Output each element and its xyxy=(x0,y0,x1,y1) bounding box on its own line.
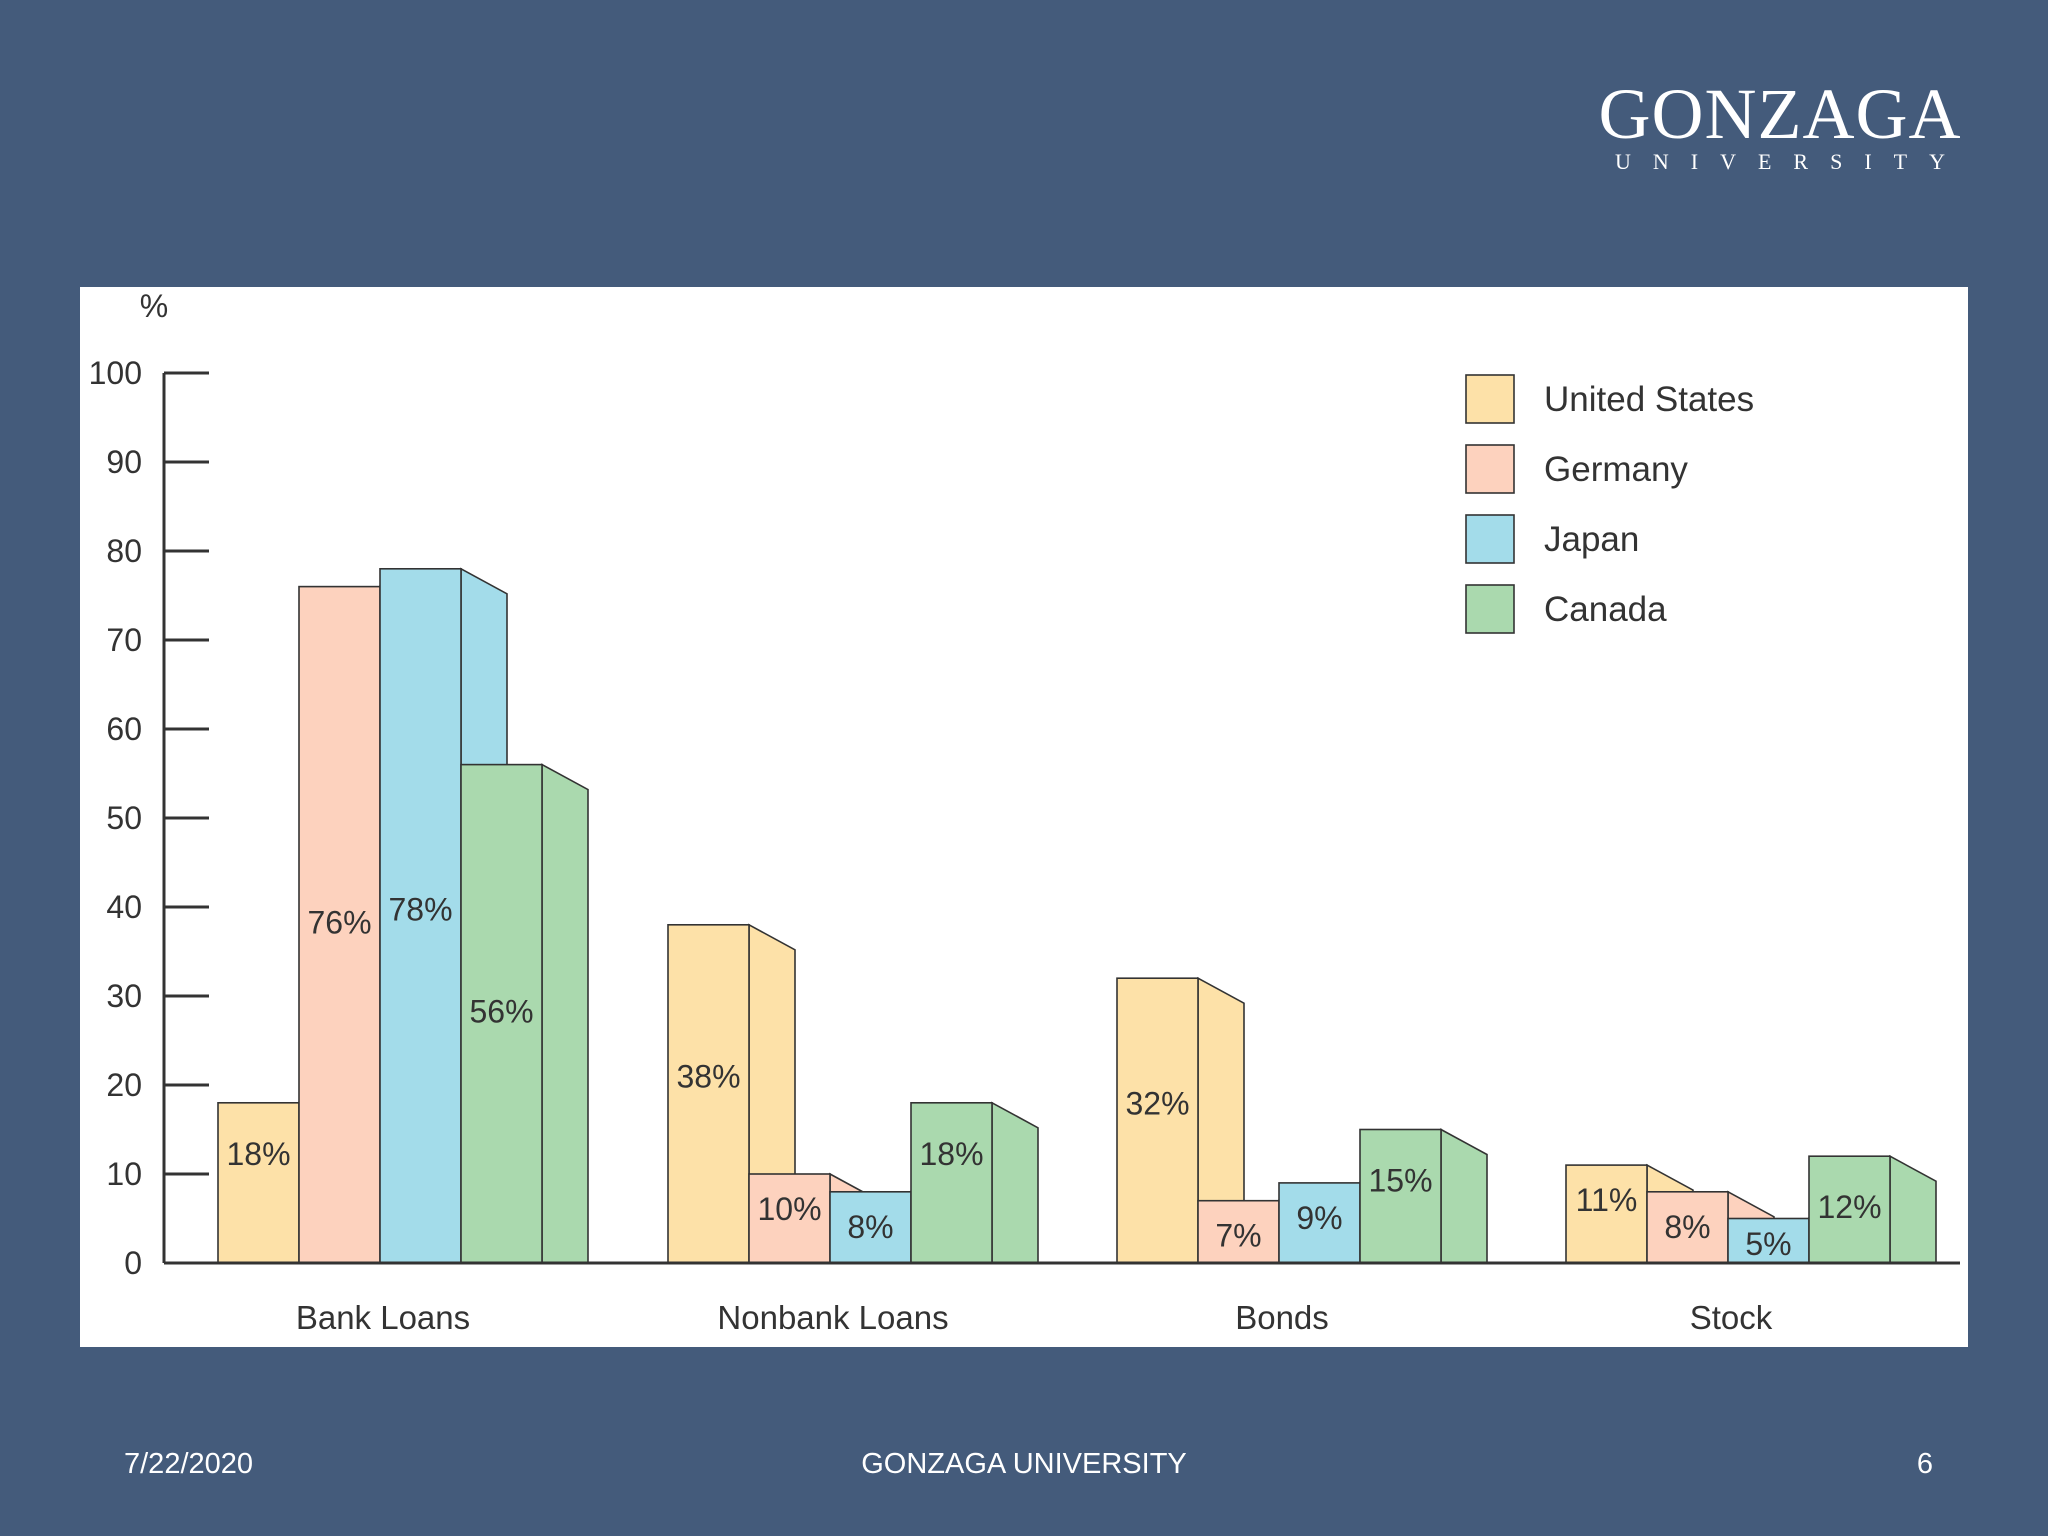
data-label: 78% xyxy=(388,891,452,927)
bar-bank-loans-germany xyxy=(298,585,381,1264)
y-tick-label: 50 xyxy=(106,800,142,836)
category-label: Nonbank Loans xyxy=(717,1299,948,1336)
data-label: 10% xyxy=(757,1191,821,1227)
footer-title: GONZAGA UNIVERSITY xyxy=(861,1448,1187,1480)
data-label: 18% xyxy=(226,1136,290,1172)
legend-swatch-germany xyxy=(1465,444,1515,494)
bar-bank-loans-united-states xyxy=(217,1101,300,1264)
bar-nonbank-loans-united-states xyxy=(667,923,750,1264)
legend-swatch-united-states xyxy=(1465,374,1515,424)
y-tick-label: 30 xyxy=(106,978,142,1014)
bar-nonbank-loans-canada xyxy=(910,1101,993,1264)
legend-swatch-japan xyxy=(1465,514,1515,564)
bar-side-nonbank-loans-canada xyxy=(991,1101,1039,1264)
bar-stock-united-states xyxy=(1565,1164,1648,1264)
category-label: Bank Loans xyxy=(296,1299,470,1336)
logo-subtitle: UNIVERSITY xyxy=(1615,149,1967,174)
bar-side-bonds-canada xyxy=(1440,1128,1488,1264)
y-tick-label: 20 xyxy=(106,1067,142,1103)
gonzaga-logo: GONZAGA UNIVERSITY xyxy=(1560,78,2000,174)
bar-nonbank-loans-japan xyxy=(829,1190,912,1264)
y-tick-label: 100 xyxy=(89,355,142,391)
y-axis-label: % xyxy=(140,288,168,324)
data-label: 56% xyxy=(469,994,533,1030)
data-label: 12% xyxy=(1817,1189,1881,1225)
y-tick-label: 70 xyxy=(106,622,142,658)
page-number: 6 xyxy=(1916,1448,1934,1480)
footer-date: 7/22/2020 xyxy=(124,1448,254,1480)
legend-label: United States xyxy=(1544,380,1754,419)
data-label: 8% xyxy=(847,1209,893,1245)
logo-wordmark: GONZAGA xyxy=(1598,74,1962,154)
y-tick-label: 10 xyxy=(106,1156,142,1192)
category-label: Bonds xyxy=(1235,1299,1329,1336)
data-label: 15% xyxy=(1368,1163,1432,1199)
y-tick-label: 80 xyxy=(106,533,142,569)
bar-bank-loans-japan xyxy=(379,567,462,1264)
data-label: 8% xyxy=(1664,1209,1710,1245)
data-label: 9% xyxy=(1296,1200,1342,1236)
data-label: 11% xyxy=(1576,1182,1638,1218)
y-tick-label: 90 xyxy=(106,444,142,480)
data-label: 38% xyxy=(676,1059,740,1095)
data-label: 18% xyxy=(919,1136,983,1172)
legend-swatch-canada xyxy=(1465,584,1515,634)
data-label: 7% xyxy=(1215,1218,1261,1254)
y-tick-label: 60 xyxy=(106,711,142,747)
bar-side-stock-canada xyxy=(1889,1154,1937,1264)
legend-label: Canada xyxy=(1544,590,1667,629)
bar-bonds-united-states xyxy=(1116,977,1199,1264)
bar-chart: % 0 10 20 30 40 50 60 70 80 90 100 18% 76% 78% 56% Bank … xyxy=(89,288,1960,1336)
bar-bank-loans-canada xyxy=(460,763,543,1264)
category-label: Stock xyxy=(1690,1299,1773,1336)
legend-label: Japan xyxy=(1544,520,1639,559)
bar-side-bank-loans-canada xyxy=(541,763,589,1264)
data-label: 32% xyxy=(1125,1085,1189,1121)
data-label: 76% xyxy=(307,905,371,941)
legend-label: Germany xyxy=(1544,450,1688,489)
y-tick-label: 0 xyxy=(124,1245,142,1281)
bar-bonds-canada xyxy=(1359,1128,1442,1264)
data-label: 5% xyxy=(1745,1226,1791,1262)
y-tick-label: 40 xyxy=(106,889,142,925)
chart-panel: % 0 10 20 30 40 50 60 70 80 90 100 18% 76% 78% 56% Bank … xyxy=(80,287,1968,1347)
